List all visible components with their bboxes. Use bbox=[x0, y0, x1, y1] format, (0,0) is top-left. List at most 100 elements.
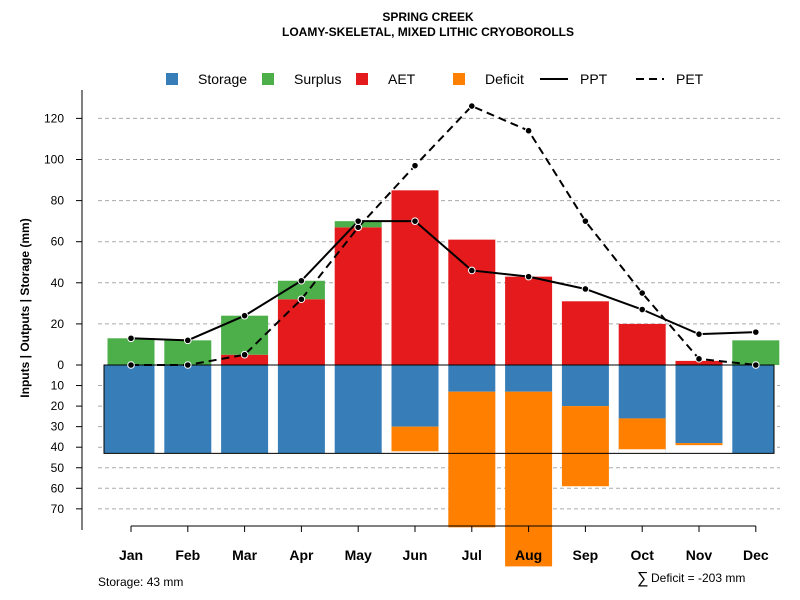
y-tick-label: 0 bbox=[57, 358, 64, 372]
y-tick-label: 50 bbox=[51, 461, 65, 475]
y-tick-label: 40 bbox=[51, 276, 65, 290]
ppt-line bbox=[130, 220, 756, 342]
ppt-point bbox=[695, 330, 703, 338]
bar-gap bbox=[154, 365, 165, 454]
bar-gap bbox=[495, 365, 506, 454]
pet-point bbox=[638, 289, 647, 297]
ppt-point bbox=[524, 272, 533, 281]
surplus-bar bbox=[221, 315, 269, 355]
deficit-bar bbox=[561, 406, 609, 487]
y-tick-label: 60 bbox=[51, 235, 65, 249]
legend-swatch bbox=[166, 73, 178, 85]
bar-gap bbox=[438, 365, 449, 454]
ppt-point bbox=[240, 311, 249, 320]
ppt-point bbox=[127, 334, 135, 343]
y-tick-label: 20 bbox=[51, 399, 65, 413]
legend-swatch bbox=[356, 73, 368, 85]
ppt-point bbox=[184, 336, 192, 345]
deficit-bar bbox=[448, 391, 496, 528]
x-tick-label: Nov bbox=[686, 547, 713, 563]
deficit-bar bbox=[675, 443, 723, 446]
deficit-bar bbox=[618, 418, 666, 450]
ppt-point bbox=[638, 305, 647, 314]
ppt-point bbox=[468, 266, 476, 275]
pet-point bbox=[240, 350, 249, 359]
y-tick-label: 100 bbox=[44, 153, 64, 167]
pet-point bbox=[581, 217, 590, 225]
ppt-point bbox=[752, 328, 760, 336]
y-tick-label: 10 bbox=[51, 379, 65, 393]
x-tick-label: Jul bbox=[462, 547, 482, 563]
legend-item: PPT bbox=[540, 71, 608, 87]
pet-point bbox=[524, 126, 533, 135]
legend-swatch bbox=[262, 73, 274, 85]
legend-label: PET bbox=[676, 71, 704, 87]
surplus-bar bbox=[164, 340, 212, 365]
bar-gap bbox=[381, 365, 392, 454]
bars-layer bbox=[103, 190, 780, 567]
aet-bar bbox=[561, 301, 609, 365]
pet-point bbox=[695, 355, 703, 363]
y-tick-label: 30 bbox=[51, 420, 65, 434]
legend-label: PPT bbox=[580, 71, 608, 87]
chart-title: SPRING CREEK bbox=[382, 10, 474, 24]
aet-bar bbox=[505, 276, 553, 365]
y-tick-label: 20 bbox=[51, 317, 65, 331]
pet-point bbox=[127, 361, 135, 369]
storage-footnote: Storage: 43 mm bbox=[98, 575, 183, 589]
aet-bar bbox=[277, 299, 325, 365]
legend-item: Deficit bbox=[453, 71, 524, 87]
legend-swatch bbox=[453, 73, 465, 85]
x-tick-label: Jun bbox=[403, 547, 428, 563]
aet-bar bbox=[618, 323, 666, 365]
legend-label: Surplus bbox=[294, 71, 341, 87]
y-axis-label: Inputs | Outputs | Storage (mm) bbox=[18, 218, 32, 397]
bar-gap bbox=[665, 365, 676, 454]
y-tick-label: 40 bbox=[51, 440, 65, 454]
legend-label: Storage bbox=[198, 71, 247, 87]
legend-label: AET bbox=[388, 71, 416, 87]
aet-bar bbox=[675, 360, 723, 365]
legend-item: Surplus bbox=[262, 71, 341, 87]
aet-bar bbox=[334, 227, 382, 365]
bar-gap bbox=[722, 365, 733, 454]
x-tick-label: Oct bbox=[631, 547, 655, 563]
legend-item: PET bbox=[636, 71, 704, 87]
storage-depletion bbox=[675, 443, 723, 455]
deficit-bar bbox=[391, 426, 439, 452]
aet-bar bbox=[391, 190, 439, 365]
legend-label: Deficit bbox=[485, 71, 524, 87]
chart-subtitle: LOAMY-SKELETAL, MIXED LITHIC CRYOBOROLLS bbox=[282, 25, 574, 39]
x-tick-label: Apr bbox=[289, 547, 314, 563]
y-tick-label: 120 bbox=[44, 111, 64, 125]
ppt-point bbox=[297, 276, 306, 285]
aet-bar bbox=[221, 354, 269, 365]
surplus-bar bbox=[732, 340, 780, 365]
bar-gap bbox=[211, 365, 222, 454]
bar-gap bbox=[268, 365, 278, 454]
bar-gap bbox=[552, 365, 562, 454]
y-tick-label: 70 bbox=[51, 502, 65, 516]
bar-gap bbox=[324, 365, 335, 454]
axes-layer: 0 20 40 60 80 100 120 10 20 30 40 50 60 70 Jan Feb Mar Ap… bbox=[44, 90, 769, 563]
y-tick-label: 60 bbox=[51, 481, 65, 495]
bar-gap bbox=[608, 365, 619, 454]
deficit-footnote: Deficit = -203 mm bbox=[651, 571, 745, 585]
pet-point bbox=[752, 361, 760, 369]
pet-point bbox=[411, 161, 419, 170]
x-tick-label: Aug bbox=[515, 547, 542, 563]
x-tick-label: Feb bbox=[175, 547, 200, 563]
pet-point bbox=[354, 223, 363, 232]
x-tick-label: Mar bbox=[232, 547, 257, 563]
pet-point bbox=[297, 295, 306, 304]
x-tick-label: Sep bbox=[573, 547, 599, 563]
deficit-bar bbox=[505, 391, 553, 567]
legend-item: Storage bbox=[166, 71, 247, 87]
x-tick-label: May bbox=[345, 547, 372, 563]
chart-legend: Storage Surplus AET Deficit PPT PET bbox=[166, 71, 704, 87]
legend-item: AET bbox=[356, 71, 416, 87]
pet-point bbox=[468, 102, 476, 110]
y-tick-label: 80 bbox=[51, 194, 65, 208]
aet-bar bbox=[448, 239, 496, 365]
